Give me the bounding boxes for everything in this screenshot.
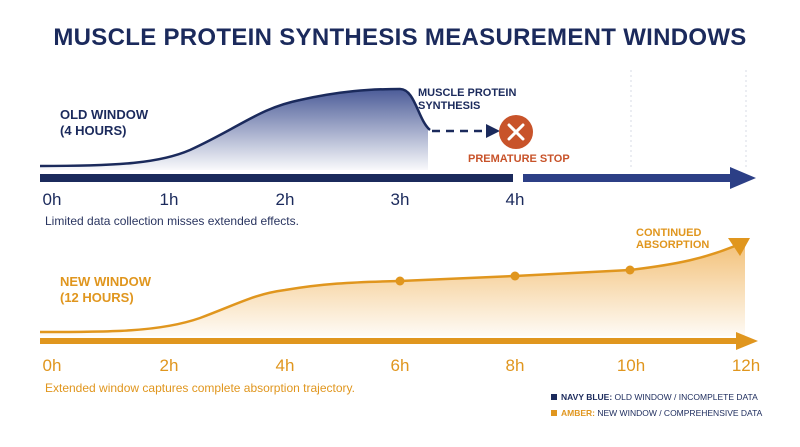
old-window-extension-bar	[523, 174, 733, 182]
old-tick-label: 3h	[391, 190, 410, 209]
old-window-gridlines	[630, 70, 747, 170]
old-tick-label: 4h	[506, 190, 525, 209]
new-curve-label-line2: ABSORPTION	[636, 239, 709, 251]
legend-text: NEW WINDOW / COMPREHENSIVE DATA	[595, 408, 763, 418]
legend-text: OLD WINDOW / INCOMPLETE DATA	[612, 392, 758, 402]
old-window-dashed-arrowhead	[486, 124, 500, 138]
old-window-timeline-bar	[40, 174, 513, 182]
old-window-ticks: 0h 1h 2h 3h 4h	[43, 190, 525, 209]
old-curve-label-line2: SYNTHESIS	[418, 100, 480, 112]
new-window-ticks: 0h 2h 4h 6h 8h 10h 12h	[43, 356, 761, 375]
data-point-10h	[625, 265, 635, 275]
new-window-label-line2: (12 HOURS)	[60, 290, 134, 305]
new-window-label-line1: NEW WINDOW	[60, 274, 152, 289]
old-tick-label: 0h	[43, 190, 62, 209]
new-tick-label: 10h	[617, 356, 645, 375]
data-point-6h	[395, 276, 405, 286]
new-tick-label: 6h	[391, 356, 410, 375]
legend-item-old: NAVY BLUE: OLD WINDOW / INCOMPLETE DATA	[551, 392, 758, 402]
new-tick-label: 2h	[160, 356, 179, 375]
legend-item-new: AMBER: NEW WINDOW / COMPREHENSIVE DATA	[551, 408, 762, 418]
new-tick-label: 4h	[276, 356, 295, 375]
new-window-timeline-arrowhead	[736, 332, 758, 350]
premature-stop-label: PREMATURE STOP	[468, 153, 570, 165]
legend-key: NAVY BLUE:	[561, 392, 613, 402]
old-window-label-line2: (4 HOURS)	[60, 123, 126, 138]
old-tick-label: 1h	[160, 190, 179, 209]
old-curve-label-line1: MUSCLE PROTEIN	[418, 87, 516, 99]
new-tick-label: 12h	[732, 356, 760, 375]
premature-stop-icon	[499, 115, 533, 149]
legend-swatch-amber	[551, 410, 557, 416]
legend-swatch-navy	[551, 394, 557, 400]
new-window-curve	[39, 244, 736, 334]
new-curve-label-line1: CONTINUED	[636, 227, 701, 239]
old-tick-label: 2h	[276, 190, 295, 209]
data-point-8h	[510, 271, 520, 281]
new-tick-label: 0h	[43, 356, 62, 375]
new-window-timeline-bar	[40, 338, 740, 344]
new-tick-label: 8h	[506, 356, 525, 375]
old-window-caption: Limited data collection misses extended …	[45, 214, 299, 228]
old-window-area	[40, 89, 428, 170]
old-window-curve	[39, 87, 431, 168]
new-window-caption: Extended window captures complete absorp…	[45, 381, 355, 395]
page-title: MUSCLE PROTEIN SYNTHESIS MEASUREMENT WIN…	[53, 24, 747, 51]
old-window-timeline-arrowhead	[730, 167, 756, 189]
old-window-label-line1: OLD WINDOW	[60, 107, 149, 122]
new-window-curve-arrowhead	[728, 238, 750, 256]
legend-key: AMBER:	[561, 408, 595, 418]
